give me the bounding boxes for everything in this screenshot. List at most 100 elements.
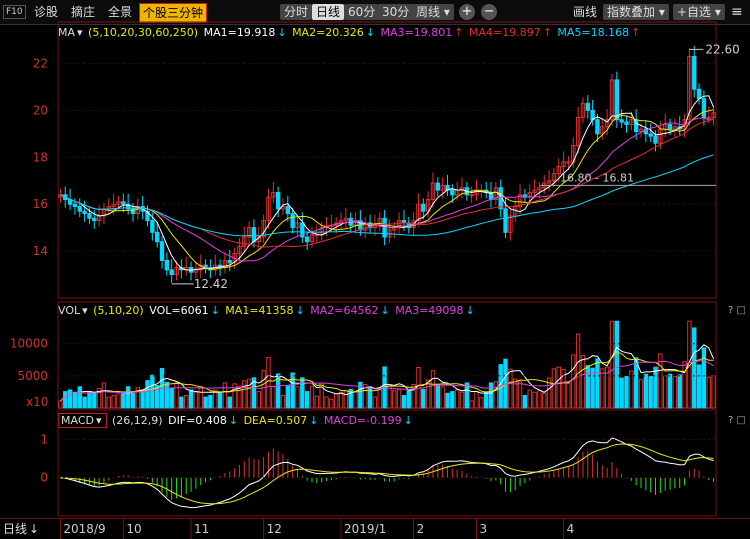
range-label: 16.80 - 16.81 (560, 171, 634, 184)
volume-tick-label: 5000 (17, 369, 48, 383)
zoom-in-button[interactable]: + (459, 4, 475, 20)
price-tick-label: 22 (33, 56, 48, 70)
candle (169, 269, 174, 276)
volume-bar (483, 391, 489, 409)
period-tab-60min[interactable]: 60分 (344, 4, 380, 20)
volume-bar (232, 383, 237, 409)
candle (198, 264, 203, 271)
period-tab-daily[interactable]: 日线 (312, 4, 345, 20)
macd-panel-controls[interactable]: ? □ (728, 415, 746, 426)
volume-bar (575, 333, 581, 409)
add-favorite-button[interactable]: +自选 ▾ (673, 4, 725, 20)
volume-bar (648, 376, 653, 409)
volume-bar (633, 357, 639, 409)
volume-bar (193, 391, 199, 409)
volume-bar (164, 381, 170, 409)
arrow-down-icon: ↓ (309, 414, 319, 427)
volume-bar (609, 320, 615, 409)
candle (396, 220, 402, 229)
volume-bar (711, 375, 716, 409)
volume-bar (706, 376, 711, 409)
volume-bar (92, 393, 97, 409)
candle (696, 88, 702, 100)
volume-bar (396, 388, 402, 409)
macd-legend: MACD ▾ (26,12,9) DIF=0.408 ↓ DEA=0.507 ↓ MA… (58, 413, 415, 429)
volume-bar (653, 366, 658, 409)
volume-bar (72, 391, 78, 409)
volume-bar (682, 361, 687, 409)
volume-bar (643, 373, 649, 409)
volume-bar (377, 387, 382, 409)
candle (551, 173, 557, 182)
candle (595, 119, 600, 135)
candle (532, 189, 537, 193)
dif-line (60, 437, 714, 509)
volume-bar (63, 391, 68, 409)
macd-selector[interactable]: MACD ▾ (58, 413, 107, 428)
macd-tick-label: 0 (40, 471, 48, 485)
low-price-label: 12.42 (194, 277, 228, 291)
volume-bar (280, 394, 286, 409)
vol-params: (5,10,20) (93, 304, 144, 317)
menu-icon[interactable]: ≡ (731, 4, 743, 20)
volume-bar (667, 373, 673, 409)
vol-panel-controls[interactable]: ? □ (728, 305, 746, 316)
volume-bar (343, 390, 349, 409)
candle (638, 128, 644, 132)
period-weekly-label: 周线 (416, 5, 441, 19)
price-tick-label: 16 (33, 197, 48, 211)
high-price-label: 22.60 (705, 42, 739, 56)
volume-bar (125, 386, 131, 409)
arrow-down-icon: ↓ (210, 304, 220, 317)
candle (116, 201, 121, 205)
index-overlay-label: 指数叠加 (607, 5, 656, 19)
volume-bar (67, 389, 73, 409)
volume-bar (271, 386, 276, 409)
ma5-value: MA5=18.168 (557, 26, 630, 39)
macd-params: (26,12,9) (112, 414, 163, 427)
volume-bar (203, 396, 208, 409)
volume-bar (493, 381, 499, 409)
macd-value: MACD=-0.199 (323, 414, 402, 427)
vol-label[interactable]: VOL (58, 304, 81, 317)
zoom-out-button[interactable]: − (481, 4, 497, 20)
volume-bar (77, 386, 82, 409)
volume-ma-line (60, 350, 714, 402)
candle (145, 210, 150, 222)
volume-bar (488, 382, 494, 409)
period-tab-weekly[interactable]: 周线 ▾ (412, 4, 454, 20)
f10-button[interactable]: F10 (3, 5, 26, 19)
volume-bar (392, 390, 397, 409)
candle (546, 180, 552, 184)
bottom-period-selector[interactable]: 日线 ↓ (3, 521, 41, 537)
toolbar-item-panorama[interactable]: 全景 (108, 5, 133, 19)
arrow-down-icon: ↓ (228, 414, 239, 427)
candle (271, 191, 276, 198)
volume-bar (208, 394, 213, 409)
date-label: 12 (267, 522, 282, 536)
volume-bar (213, 389, 218, 409)
candle (130, 208, 136, 215)
period-tab-timeshare[interactable]: 分时 (280, 4, 313, 20)
volume-bar (701, 347, 707, 409)
period-tab-30min[interactable]: 30分 (378, 4, 414, 20)
candle (561, 161, 566, 168)
volume-bar (184, 394, 189, 409)
price-tick-label: 18 (33, 150, 48, 164)
toolbar-item-diagnose[interactable]: 诊股 (34, 5, 59, 19)
volume-bar (421, 388, 426, 409)
volume-bar (508, 368, 513, 409)
volume-bar (314, 395, 320, 409)
index-overlay-button[interactable]: 指数叠加 ▾ (603, 4, 669, 20)
candle (121, 201, 126, 205)
candle (624, 121, 629, 125)
candle (309, 234, 315, 243)
draw-line-button[interactable]: 画线 (573, 5, 598, 19)
toolbar-item-zhuang[interactable]: 摘庄 (71, 5, 96, 19)
ma-label[interactable]: MA (58, 26, 76, 39)
volume-bar (517, 381, 523, 409)
candle (237, 245, 242, 254)
candle (508, 215, 513, 233)
arrow-up-icon: ↑ (454, 26, 464, 39)
